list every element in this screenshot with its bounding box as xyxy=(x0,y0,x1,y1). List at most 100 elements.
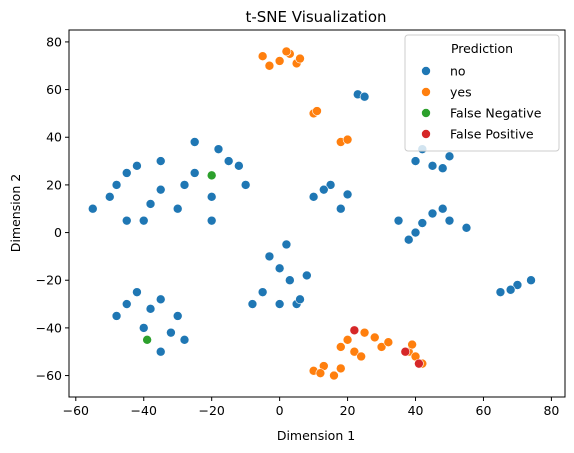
legend-marker-2 xyxy=(421,108,431,118)
point-no-8 xyxy=(240,180,251,190)
legend-title: Prediction xyxy=(451,41,513,56)
y-tick-label-1: −40 xyxy=(36,320,62,335)
legend-box xyxy=(404,34,560,152)
point-no-4 xyxy=(172,203,183,214)
y-axis-label: Dimension 2 xyxy=(8,174,23,252)
plot-frame xyxy=(68,29,566,398)
y-tick-label-0: −60 xyxy=(36,368,62,383)
point-no-0 xyxy=(104,192,115,202)
point-no-56 xyxy=(437,163,448,174)
point-yes-11 xyxy=(342,335,353,345)
point-no-9 xyxy=(87,203,98,214)
point-false-negative-0 xyxy=(142,335,152,345)
point-yes-13 xyxy=(376,342,387,352)
point-no-44 xyxy=(342,189,353,200)
legend-marker-3 xyxy=(421,129,431,139)
point-no-21 xyxy=(138,323,149,333)
point-yes-21 xyxy=(329,370,339,381)
point-yes-1 xyxy=(274,56,285,66)
point-yes-5 xyxy=(281,46,292,57)
point-no-26 xyxy=(145,304,156,314)
point-no-6 xyxy=(206,192,217,202)
point-yes-4 xyxy=(264,60,275,71)
point-yes-10 xyxy=(342,134,353,145)
point-no-36 xyxy=(247,299,258,309)
point-no-30 xyxy=(257,287,268,297)
point-no-50 xyxy=(403,234,414,245)
point-no-48 xyxy=(444,215,455,226)
point-yes-27 xyxy=(407,339,417,350)
chart-title: t-SNE Visualization xyxy=(245,8,386,26)
point-no-53 xyxy=(410,156,421,166)
point-no-34 xyxy=(264,251,275,262)
x-tick-label-7: 80 xyxy=(543,403,559,418)
point-no-10 xyxy=(121,215,132,226)
point-no-23 xyxy=(172,311,183,321)
point-yes-15 xyxy=(369,332,380,343)
point-yes-12 xyxy=(359,327,370,338)
point-no-54 xyxy=(427,161,438,171)
x-tick-label-2: −20 xyxy=(198,403,224,418)
point-yes-18 xyxy=(356,351,366,362)
point-no-49 xyxy=(461,222,472,233)
point-no-25 xyxy=(132,287,142,297)
point-no-61 xyxy=(512,280,523,290)
point-no-11 xyxy=(155,184,166,195)
point-no-20 xyxy=(121,299,132,309)
point-no-35 xyxy=(302,270,312,281)
point-no-38 xyxy=(295,294,305,305)
point-false-positive-1 xyxy=(400,346,411,357)
point-yes-16 xyxy=(335,342,346,352)
point-no-45 xyxy=(393,215,404,226)
point-no-16 xyxy=(145,199,156,209)
point-yes-17 xyxy=(383,337,394,347)
point-no-43 xyxy=(318,184,329,195)
point-no-7 xyxy=(223,156,234,166)
point-no-27 xyxy=(166,327,176,338)
point-false-negative-1 xyxy=(206,170,217,181)
point-no-13 xyxy=(206,215,217,226)
point-no-17 xyxy=(179,180,190,190)
x-tick-label-4: 20 xyxy=(340,403,356,418)
point-false-positive-0 xyxy=(349,325,360,336)
legend-marker-0 xyxy=(421,66,431,76)
point-no-63 xyxy=(505,284,516,295)
point-yes-14 xyxy=(349,346,360,357)
point-no-24 xyxy=(179,335,190,345)
point-no-18 xyxy=(213,144,224,154)
legend-label-2: False Negative xyxy=(450,106,542,121)
x-axis-ticks: −60 −40 −20 0 20 40 60 80 xyxy=(63,397,559,418)
y-tick-label-3: 0 xyxy=(54,225,62,240)
point-yes-8 xyxy=(312,106,322,116)
point-no-42 xyxy=(335,203,346,214)
point-false-positive-2 xyxy=(414,358,424,369)
point-no-33 xyxy=(285,275,295,286)
point-no-55 xyxy=(444,151,455,162)
point-yes-0 xyxy=(257,51,268,62)
y-axis-ticks: −60 −40 −20 0 20 40 60 80 xyxy=(36,34,69,383)
y-tick-label-4: 20 xyxy=(46,177,62,192)
x-tick-label-0: −60 xyxy=(63,403,89,418)
y-tick-label-6: 60 xyxy=(46,82,62,97)
point-yes-6 xyxy=(295,53,305,64)
point-no-51 xyxy=(437,203,448,214)
point-no-5 xyxy=(189,168,200,178)
point-no-41 xyxy=(325,180,336,190)
y-tick-label-5: 40 xyxy=(46,130,62,145)
point-no-3 xyxy=(155,156,166,166)
legend-marker-1 xyxy=(421,87,431,97)
x-tick-label-1: −40 xyxy=(131,403,157,418)
point-no-60 xyxy=(495,287,506,297)
point-no-37 xyxy=(281,239,292,250)
point-no-14 xyxy=(234,161,244,171)
point-no-59 xyxy=(359,91,370,102)
x-tick-label-6: 60 xyxy=(476,403,492,418)
point-no-62 xyxy=(526,275,536,286)
point-no-29 xyxy=(155,294,166,305)
x-tick-label-3: 0 xyxy=(276,403,284,418)
point-yes-23 xyxy=(315,368,326,378)
point-no-47 xyxy=(427,208,438,219)
point-no-39 xyxy=(274,299,285,309)
scatter-points xyxy=(87,46,536,381)
